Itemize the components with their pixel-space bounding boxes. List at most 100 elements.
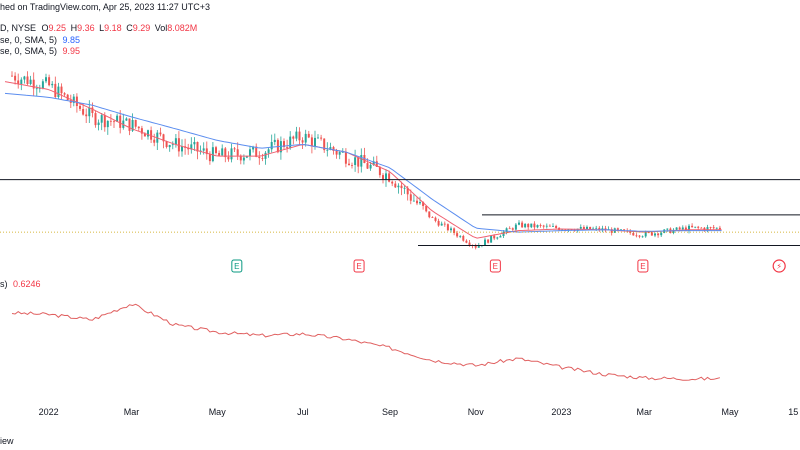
candle: [431, 216, 434, 218]
candle: [17, 73, 20, 89]
candle: [490, 235, 493, 243]
candle: [279, 136, 282, 160]
candle: [258, 151, 261, 165]
candle: [11, 71, 13, 77]
oscillator-legend[interactable]: s) 0.6246: [0, 279, 41, 290]
candle: [598, 226, 601, 232]
candle: [307, 130, 310, 139]
candle: [323, 138, 326, 153]
candle: [400, 181, 403, 196]
candle: [394, 181, 397, 188]
candle: [552, 223, 554, 227]
candle: [425, 205, 428, 213]
earnings-marker[interactable]: E: [637, 259, 649, 273]
candle: [539, 223, 542, 228]
candle: [60, 83, 63, 100]
candle: [156, 130, 159, 150]
ma-line-2: [4, 92, 722, 233]
open-label: O: [41, 23, 49, 33]
oscillator-label: s): [0, 279, 8, 289]
ohlc-line: D, NYSE O9.25 H9.36 L9.18 C9.29 Vol8.082…: [0, 23, 197, 34]
candle: [536, 224, 539, 229]
candle: [270, 134, 273, 153]
candle: [94, 110, 97, 128]
candle: [137, 126, 140, 131]
candle: [453, 227, 456, 236]
candle: [190, 137, 193, 154]
candle: [688, 224, 690, 234]
candle: [450, 226, 452, 233]
candle: [38, 84, 41, 93]
indicator-legend-2[interactable]: se, 0, SMA, 5) 9.95: [0, 46, 80, 57]
candle: [66, 93, 69, 101]
candle: [255, 143, 258, 158]
candle: [233, 147, 236, 152]
earnings-marker[interactable]: E: [353, 259, 365, 273]
indicator-value: 9.95: [62, 46, 81, 56]
candle: [106, 120, 109, 135]
candle: [706, 224, 709, 233]
candle: [35, 84, 38, 96]
candle: [360, 148, 363, 173]
candle: [326, 142, 329, 157]
candle: [354, 149, 357, 172]
candle: [177, 131, 180, 157]
candle: [518, 220, 520, 226]
earnings-marker[interactable]: E: [231, 259, 243, 273]
candle: [45, 73, 47, 84]
candle: [165, 140, 168, 149]
candle: [199, 145, 202, 155]
x-tick-label: May: [721, 407, 739, 417]
candle: [344, 148, 347, 168]
candle: [440, 221, 443, 226]
candle: [462, 234, 465, 242]
candle: [20, 77, 23, 91]
candle: [134, 119, 137, 129]
candle: [382, 173, 384, 184]
candle: [264, 151, 267, 165]
candle: [530, 223, 533, 229]
candle: [301, 137, 304, 149]
candle: [638, 235, 641, 239]
candle: [533, 221, 536, 230]
candle: [694, 226, 697, 229]
x-tick-label: Sep: [382, 407, 398, 417]
candle: [224, 147, 227, 163]
candle: [660, 231, 663, 237]
candle: [29, 75, 32, 86]
close-label: C: [126, 23, 133, 33]
dividend-marker[interactable]: ⚡: [772, 259, 786, 273]
chart-header: hed on TradingView.com, Apr 25, 2023 11:…: [0, 2, 210, 13]
candle: [496, 236, 499, 240]
candle: [545, 223, 548, 229]
candle: [428, 211, 431, 219]
oscillator-line: [11, 303, 721, 381]
low-label: L: [99, 23, 105, 33]
candle: [171, 141, 174, 150]
candle: [295, 126, 298, 142]
candle: [437, 218, 440, 227]
candle: [378, 165, 381, 178]
indicator-value: 9.85: [62, 35, 81, 45]
candle: [712, 225, 715, 230]
candle: [304, 129, 307, 147]
candle: [23, 75, 26, 84]
candle: [397, 183, 400, 194]
close-value: 9.29: [132, 23, 151, 33]
candle: [691, 223, 694, 228]
high-value: 9.36: [77, 23, 95, 33]
candle: [527, 223, 530, 230]
earnings-marker[interactable]: E: [489, 259, 501, 273]
published-text: hed on TradingView.com, Apr 25, 2023 11:…: [0, 2, 211, 12]
candle: [499, 234, 502, 238]
candle: [273, 133, 276, 146]
indicator-legend-1[interactable]: se, 0, SMA, 5) 9.85: [0, 35, 80, 46]
volume-label: Vol: [154, 23, 168, 33]
candlestick-series: [11, 71, 721, 250]
x-tick-label: Mar: [124, 407, 140, 417]
candle: [113, 120, 115, 128]
candle: [542, 224, 545, 229]
candle: [338, 150, 341, 160]
